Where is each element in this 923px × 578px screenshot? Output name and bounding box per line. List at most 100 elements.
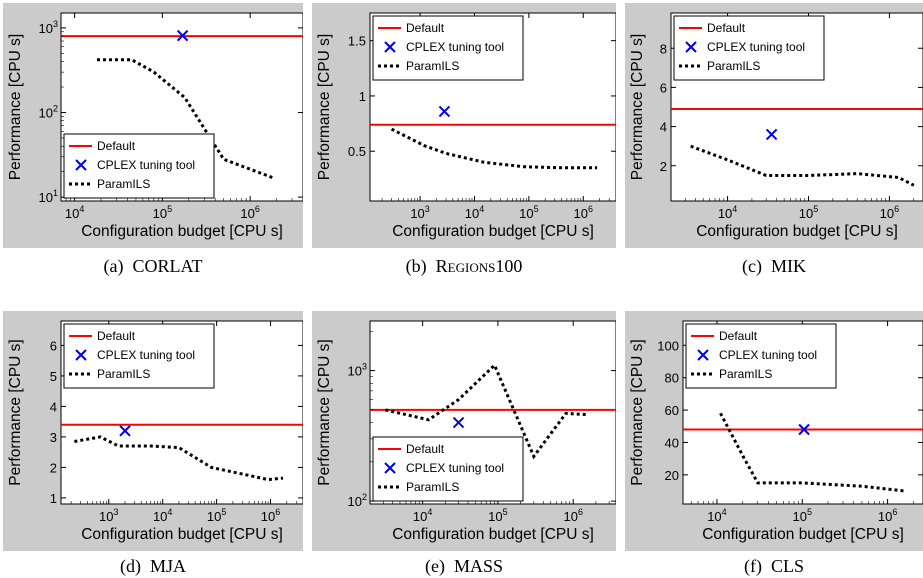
tick-label: 5 — [50, 369, 57, 384]
caption-cls: (f) CLS — [625, 556, 923, 577]
chart-svg-mik: 104 105 106 2 4 6 8 Configuration budget [CPU s… — [629, 12, 923, 240]
x-axis-label: Configuration budget [CPU s] — [392, 223, 594, 240]
caption-tag: (d) — [119, 556, 141, 576]
tick-label: 101 — [39, 188, 58, 205]
tick-label: 1 — [359, 89, 366, 104]
legend-default: Default — [69, 139, 136, 153]
legend-label: Default — [707, 21, 746, 35]
legend-cplex: CPLEX tuning tool — [384, 40, 504, 54]
caption-tag: (f) — [744, 556, 762, 576]
chart-panel-mja: 103 104 105 106 1 2 3 4 5 6 Configuration budget [… — [3, 311, 303, 551]
tick-label: 104 — [707, 507, 726, 524]
tick-label: 106 — [563, 507, 582, 524]
data-layer — [370, 105, 616, 170]
legend-label: CPLEX tuning tool — [97, 348, 195, 362]
tick-label: 105 — [207, 507, 226, 524]
cplex-marker — [452, 416, 465, 429]
tick-label: 106 — [240, 204, 259, 221]
tick-label: 104 — [718, 204, 737, 221]
tick-label: 4 — [660, 120, 667, 135]
paramils-line — [97, 58, 274, 180]
tick-label: 105 — [519, 204, 538, 221]
tick-label: 1.5 — [348, 34, 366, 49]
tick-label: 105 — [793, 507, 812, 524]
legend-label: ParamILS — [406, 480, 459, 494]
legend-cplex: CPLEX tuning tool — [75, 348, 195, 362]
x-axis-label: Configuration budget [CPU s] — [81, 526, 283, 543]
legend-label: ParamILS — [707, 59, 760, 73]
tick-label: 20 — [665, 468, 679, 483]
legend-paramils: ParamILS — [69, 177, 150, 191]
caption-tag: (b) — [405, 256, 427, 276]
caption-tag: (c) — [742, 256, 762, 276]
legend-label: CPLEX tuning tool — [707, 40, 805, 54]
tick-label: 6 — [660, 80, 667, 95]
x-axis-label: Configuration budget [CPU s] — [702, 526, 904, 543]
legend-paramils: ParamILS — [378, 59, 459, 73]
legend-paramils: ParamILS — [679, 59, 760, 73]
legend-label: CPLEX tuning tool — [406, 40, 504, 54]
legend-label: Default — [719, 329, 758, 343]
legend: Default CPLEX tuning tool ParamILS — [685, 323, 837, 389]
tick-label: 103 — [99, 507, 118, 524]
legend-paramils: ParamILS — [378, 480, 459, 494]
tick-label: 80 — [665, 371, 679, 386]
legend-cplex: CPLEX tuning tool — [685, 40, 805, 54]
cplex-marker — [798, 423, 810, 436]
y-axis-label: Performance [CPU s] — [629, 339, 646, 485]
chart-svg-mja: 103 104 105 106 1 2 3 4 5 6 Configuration budget [… — [7, 320, 303, 543]
chart-svg-mass: 104 105 106 102 103 Configuration budget [CPU… — [316, 320, 616, 543]
tick-label: 105 — [153, 204, 172, 221]
tick-label: 106 — [880, 204, 899, 221]
legend-label: ParamILS — [406, 59, 459, 73]
y-axis-label: Performance [CPU s] — [316, 34, 333, 180]
legend: Default CPLEX tuning tool ParamILS — [372, 436, 524, 502]
tick-label: 3 — [50, 430, 57, 445]
tick-label: 103 — [348, 362, 367, 379]
tick-label: 104 — [465, 204, 484, 221]
tick-label: 40 — [665, 435, 679, 450]
legend-label: ParamILS — [97, 367, 150, 381]
legend-cplex: CPLEX tuning tool — [75, 158, 195, 172]
tick-label: 2 — [660, 159, 667, 174]
tick-label: 8 — [660, 41, 667, 56]
data-layer — [61, 29, 303, 180]
x-axis-label: Configuration budget [CPU s] — [696, 223, 898, 240]
legend-label: ParamILS — [719, 367, 772, 381]
tick-label: 6 — [50, 338, 57, 353]
tick-label: 104 — [153, 507, 172, 524]
paramils-line — [385, 362, 587, 460]
legend-default: Default — [378, 21, 445, 35]
caption-mik: (c) MIK — [625, 256, 923, 277]
tick-label: 106 — [878, 507, 897, 524]
caption-tag: (a) — [103, 256, 124, 276]
tick-label: 102 — [348, 492, 367, 509]
tick-label: 105 — [799, 204, 818, 221]
legend-label: CPLEX tuning tool — [406, 461, 504, 475]
tick-label: 104 — [413, 507, 432, 524]
chart-svg-corlat: 104 105 106 101 102 103 Configuration budget [… — [7, 12, 303, 240]
chart-panel-mass: 104 105 106 102 103 Configuration budget [CPU… — [312, 311, 616, 551]
legend-paramils: ParamILS — [691, 367, 772, 381]
caption-text: MJA — [149, 556, 186, 576]
legend-paramils: ParamILS — [69, 367, 150, 381]
legend: Default CPLEX tuning tool ParamILS — [63, 323, 215, 389]
tick-label: 2 — [50, 460, 57, 475]
y-axis-label: Performance [CPU s] — [629, 34, 646, 180]
caption-tag: (e) — [424, 556, 445, 576]
tick-label: 103 — [39, 19, 58, 36]
tick-label: 1 — [50, 491, 57, 506]
data-layer — [370, 362, 616, 460]
caption-mja: (d) MJA — [3, 556, 303, 577]
tick-label: 106 — [574, 204, 593, 221]
tick-label: 102 — [39, 104, 58, 121]
tick-label: 4 — [50, 399, 57, 414]
legend-default: Default — [679, 21, 746, 35]
caption-regions100: (b) Regions100 — [312, 256, 616, 277]
cplex-marker — [765, 128, 778, 141]
tick-label: 105 — [488, 507, 507, 524]
legend-cplex: CPLEX tuning tool — [384, 461, 504, 475]
x-axis-label: Configuration budget [CPU s] — [392, 526, 594, 543]
legend-default: Default — [69, 329, 136, 343]
chart-panel-cls: 104 105 106 20 40 60 80 100 Configuration budget… — [625, 311, 923, 551]
